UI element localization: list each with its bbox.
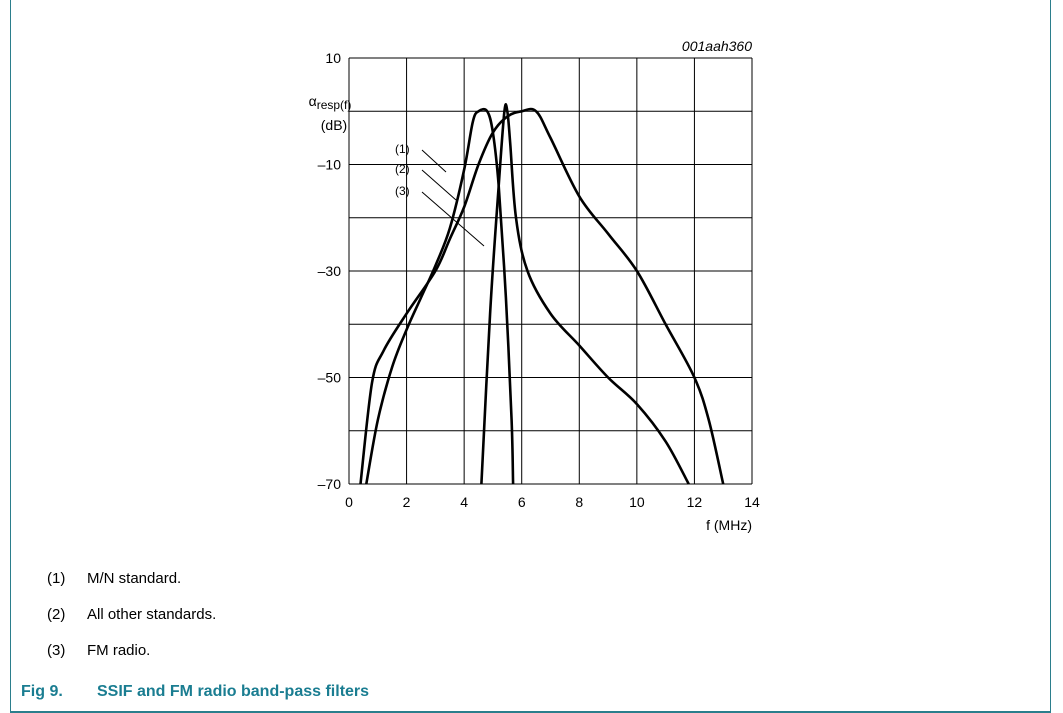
- y-axis-symbol: α: [309, 93, 317, 109]
- y-tick-label: –10: [318, 157, 342, 173]
- chart-labels: 001aah360 αresp(f) (dB) f (MHz) (1) (2) …: [309, 38, 753, 533]
- y-axis-label: αresp(f): [309, 93, 352, 112]
- curve-label-2: (2): [395, 162, 410, 176]
- note-3: (3) FM radio.: [47, 642, 216, 678]
- x-tick-label: 14: [744, 494, 760, 510]
- chart-curves: [359, 103, 725, 485]
- note-number: (1): [47, 570, 66, 587]
- leader-line-1: [421, 149, 447, 173]
- caption-rule: [10, 711, 1051, 713]
- leader-line-2: [421, 169, 457, 201]
- x-axis-label: f (MHz): [706, 517, 752, 533]
- note-text: All other standards.: [87, 606, 217, 623]
- y-tick-label: –70: [318, 476, 342, 492]
- y-tick-label: –30: [318, 263, 342, 279]
- x-tick-label: 8: [575, 494, 583, 510]
- band-pass-chart: 0 2 4 6 8 10 12 14 10 –10 –30 –50 –70 001aah360 αres…: [309, 38, 760, 533]
- note-number: (3): [47, 642, 66, 659]
- x-tick-label: 0: [345, 494, 353, 510]
- curve-series-2: [359, 107, 725, 485]
- x-tick-label: 2: [403, 494, 411, 510]
- y-tick-label: 10: [325, 50, 341, 66]
- note-text: M/N standard.: [87, 570, 182, 587]
- figure-notes: (1) M/N standard. (2) All other standard…: [47, 570, 216, 678]
- x-tick-label: 6: [518, 494, 526, 510]
- x-tick-label: 10: [629, 494, 645, 510]
- curve-label-3: (3): [395, 184, 410, 198]
- chart-ticks: 0 2 4 6 8 10 12 14 10 –10 –30 –50 –70: [318, 50, 760, 510]
- chart-grid: [348, 57, 753, 485]
- x-tick-label: 4: [460, 494, 468, 510]
- curve-series-1: [365, 107, 515, 485]
- figure-caption: Fig 9. SSIF and FM radio band-pass filter…: [21, 683, 369, 701]
- figure-title: SSIF and FM radio band-pass filters: [97, 683, 370, 700]
- y-axis-subscript: resp(f): [317, 98, 352, 112]
- note-number: (2): [47, 606, 66, 623]
- x-tick-label: 12: [687, 494, 703, 510]
- y-axis-unit: (dB): [321, 117, 347, 133]
- figure-frame: [10, 0, 1051, 713]
- curve-series-3: [480, 103, 690, 485]
- note-2: (2) All other standards.: [47, 606, 216, 642]
- y-tick-label: –50: [318, 370, 342, 386]
- curve-label-1: (1): [395, 142, 410, 156]
- figure-number: Fig 9.: [21, 683, 63, 700]
- note-text: FM radio.: [87, 642, 151, 659]
- figure-ref: 001aah360: [682, 38, 752, 54]
- note-1: (1) M/N standard.: [47, 570, 216, 606]
- leader-line-3: [421, 191, 485, 247]
